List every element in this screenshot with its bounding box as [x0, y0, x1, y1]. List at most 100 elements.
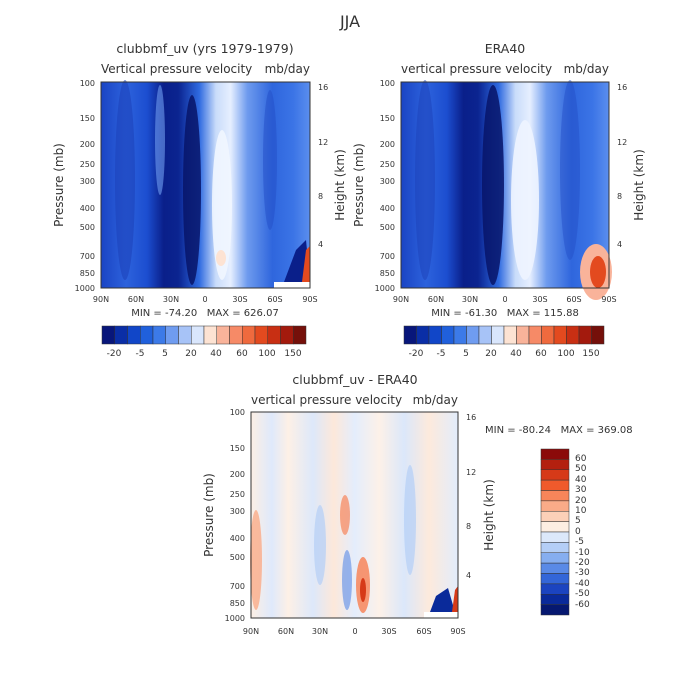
y-tick-label: 200: [80, 140, 95, 149]
x-tick-label: 90S: [601, 295, 616, 304]
panel-title: clubbmf_uv (yrs 1979-1979): [116, 41, 293, 56]
x-tick-label: 60N: [428, 295, 444, 304]
colorbar-swatch: [540, 490, 570, 502]
x-tick-label: 60S: [416, 627, 431, 636]
y-tick-label: 1000: [225, 614, 245, 623]
positive-edge: [250, 510, 262, 610]
plot-area: [101, 80, 310, 288]
colorbar-label: 20: [185, 349, 197, 359]
y-tick-label: 100: [230, 408, 245, 417]
y-right-tick-label: 16: [466, 413, 476, 422]
y-tick-label: 250: [380, 160, 395, 169]
colorbar-swatch: [540, 511, 570, 522]
colorbar-swatch: [441, 325, 455, 345]
y-axis-title: Pressure (mb): [352, 143, 366, 227]
positive-patch-mid: [340, 495, 350, 535]
colorbar-swatch: [478, 325, 492, 345]
colorbar-swatch: [528, 325, 542, 345]
colorbar-label: -20: [409, 349, 424, 359]
colorbar-swatch: [540, 479, 570, 491]
x-tick-label: 90N: [93, 295, 109, 304]
colorbar-swatch: [540, 562, 570, 574]
y-right-tick-label: 8: [617, 192, 622, 201]
polar-negative: [430, 588, 455, 612]
colorbar-swatch: [293, 325, 307, 345]
descent-core: [511, 120, 539, 280]
x-tick-label: 30N: [462, 295, 478, 304]
y-axis-right: 16 12 8 4: [617, 83, 627, 249]
y-tick-label: 400: [380, 204, 395, 213]
y-right-tick-label: 16: [617, 83, 627, 92]
y-right-tick-label: 4: [318, 240, 323, 249]
colorbar-label: 150: [582, 349, 599, 359]
plot-frame: [250, 411, 459, 619]
y-tick-label: 500: [80, 223, 95, 232]
colorbar-label: 40: [210, 349, 222, 359]
colorbar-label: -50: [575, 589, 590, 599]
y-tick-label: 400: [80, 204, 95, 213]
colorbar-swatch: [540, 542, 570, 553]
stats-text: MIN = -74.20 MAX = 626.07: [131, 308, 279, 319]
y-right-tick-label: 8: [318, 192, 323, 201]
colorbar-swatch: [280, 325, 294, 345]
colorbar-swatch: [566, 325, 580, 345]
x-tick-label: 60S: [267, 295, 282, 304]
stats-text: MIN = -61.30 MAX = 115.88: [431, 308, 579, 319]
panel-subtitle-left: Vertical pressure velocity: [101, 62, 252, 76]
colorbar-label: -20: [107, 349, 122, 359]
x-tick-label: 30N: [312, 627, 328, 636]
colorbar-label: 40: [510, 349, 522, 359]
topography-mask: [424, 612, 458, 618]
colorbar-label: -5: [437, 349, 446, 359]
ascent-band: [415, 80, 435, 280]
y-tick-label: 250: [80, 160, 95, 169]
colorbar-swatch: [428, 325, 442, 345]
y-axis-title: Pressure (mb): [202, 473, 216, 557]
colorbar-swatch: [540, 521, 570, 533]
y-axis-left: 100 150 200 250 300 400 500 700 850 1000: [75, 79, 95, 293]
strong-ascent-core: [183, 95, 201, 285]
x-tick-label: 30S: [381, 627, 396, 636]
colorbar: [101, 325, 307, 345]
y-axis-right-title: Height (km): [632, 149, 646, 220]
x-tick-label: 90N: [393, 295, 409, 304]
colorbar-label: -60: [575, 600, 590, 610]
x-tick-label: 30N: [163, 295, 179, 304]
x-tick-label: 0: [502, 295, 507, 304]
colorbar: [540, 448, 570, 616]
colorbar-swatch: [503, 325, 517, 345]
ascent-band: [115, 80, 135, 280]
polar-positive: [302, 246, 310, 282]
descent-core: [212, 130, 232, 280]
panel-top-right: ERA40 vertical pressure velocity mb/day …: [352, 41, 646, 359]
panel-subtitle-left: vertical pressure velocity: [251, 393, 402, 407]
panel-bottom: clubbmf_uv - ERA40 vertical pressure vel…: [202, 372, 633, 636]
colorbar-swatch: [267, 325, 281, 345]
y-right-tick-label: 12: [318, 138, 328, 147]
colorbar-swatch: [229, 325, 243, 345]
colorbar-swatch: [178, 325, 192, 345]
y-tick-label: 1000: [375, 284, 395, 293]
x-axis: 90N 60N 30N 0 30S 60S 90S: [243, 627, 466, 636]
y-right-tick-label: 4: [617, 240, 622, 249]
y-tick-label: 200: [230, 470, 245, 479]
colorbar-label: 5: [575, 516, 581, 526]
y-tick-label: 400: [230, 534, 245, 543]
y-tick-label: 100: [80, 79, 95, 88]
colorbar-labels: -20 -5 5 20 40 60 100 150: [409, 349, 600, 359]
x-tick-label: 60N: [278, 627, 294, 636]
colorbar-label: 100: [557, 349, 574, 359]
colorbar-label: 5: [162, 349, 168, 359]
colorbar-swatch: [540, 594, 570, 605]
field-background: [251, 412, 458, 618]
y-tick-label: 700: [380, 252, 395, 261]
y-tick-label: 850: [230, 599, 245, 608]
colorbar-swatch: [540, 448, 570, 460]
colorbar-swatch: [191, 325, 205, 345]
y-right-tick-label: 8: [466, 522, 471, 531]
colorbar-swatch: [553, 325, 567, 345]
x-tick-label: 0: [202, 295, 207, 304]
panel-subtitle-right: mb/day: [564, 62, 609, 76]
colorbar-swatch: [216, 325, 230, 345]
